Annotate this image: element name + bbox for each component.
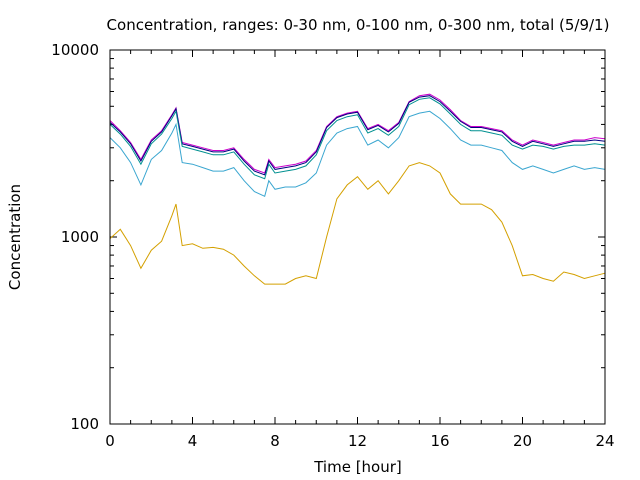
x-tick-label: 24 (595, 432, 614, 450)
series-line-3 (109, 97, 606, 180)
series-line-1 (109, 93, 606, 174)
x-tick-label: 20 (513, 432, 532, 450)
y-tick-label: 100 (70, 415, 99, 433)
y-axis-label: Concentration (6, 184, 24, 290)
x-axis-label: Time [hour] (313, 458, 402, 476)
axis-ticks: 0 4 8 12 16 20 24 100 1000 10000 (51, 41, 614, 450)
y-tick-label: 1000 (61, 228, 99, 246)
x-tick-label: 4 (188, 432, 198, 450)
y-tick-label: 10000 (51, 41, 99, 59)
x-tick-label: 16 (430, 432, 449, 450)
series-line-4 (109, 110, 606, 198)
series-line-2 (109, 95, 606, 176)
x-tick-label: 12 (348, 432, 367, 450)
plot-frame (109, 49, 606, 425)
chart-title: Concentration, ranges: 0-30 nm, 0-100 nm… (107, 16, 610, 34)
series-layer (109, 93, 606, 285)
series-line-5 (109, 162, 606, 285)
x-tick-label: 0 (105, 432, 115, 450)
x-tick-label: 8 (270, 432, 280, 450)
